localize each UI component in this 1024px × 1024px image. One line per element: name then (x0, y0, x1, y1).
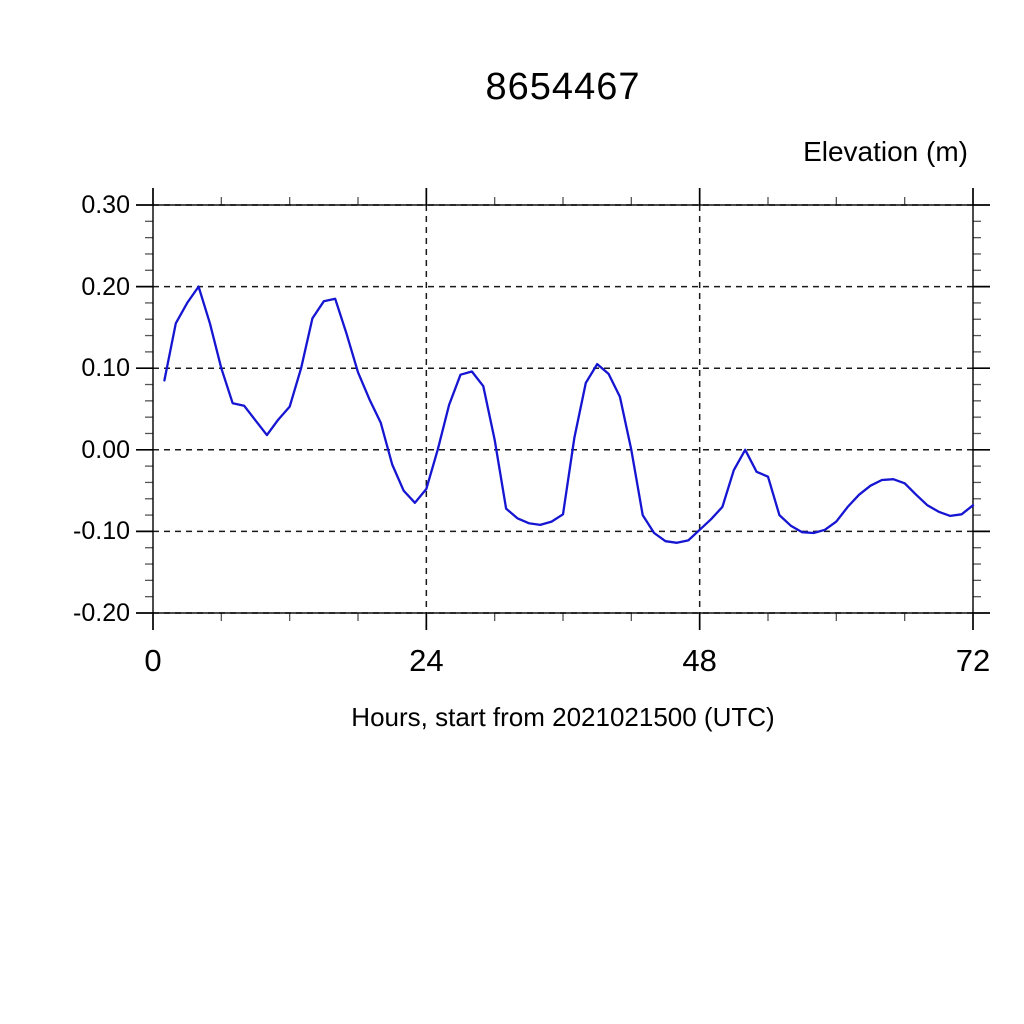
plot-frame (152, 204, 974, 614)
y-tick-label: -0.20 (73, 599, 130, 627)
y-axis-title: Elevation (m) (803, 136, 968, 167)
x-axis-title: Hours, start from 2021021500 (UTC) (351, 702, 775, 732)
chart-title: 8654467 (485, 66, 641, 108)
y-tick-label: 0.00 (81, 435, 130, 464)
x-tick-label: 0 (144, 643, 162, 678)
y-tick-label: -0.10 (73, 517, 130, 546)
elevation-line (163, 285, 975, 544)
x-tick-label: 72 (955, 643, 991, 678)
y-tick-label: 0.30 (81, 191, 130, 219)
y-tick-label: 0.20 (81, 272, 130, 301)
y-tick-label: 0.10 (81, 354, 130, 383)
x-tick-label: 24 (409, 643, 444, 678)
x-tick-label: 48 (682, 643, 717, 678)
